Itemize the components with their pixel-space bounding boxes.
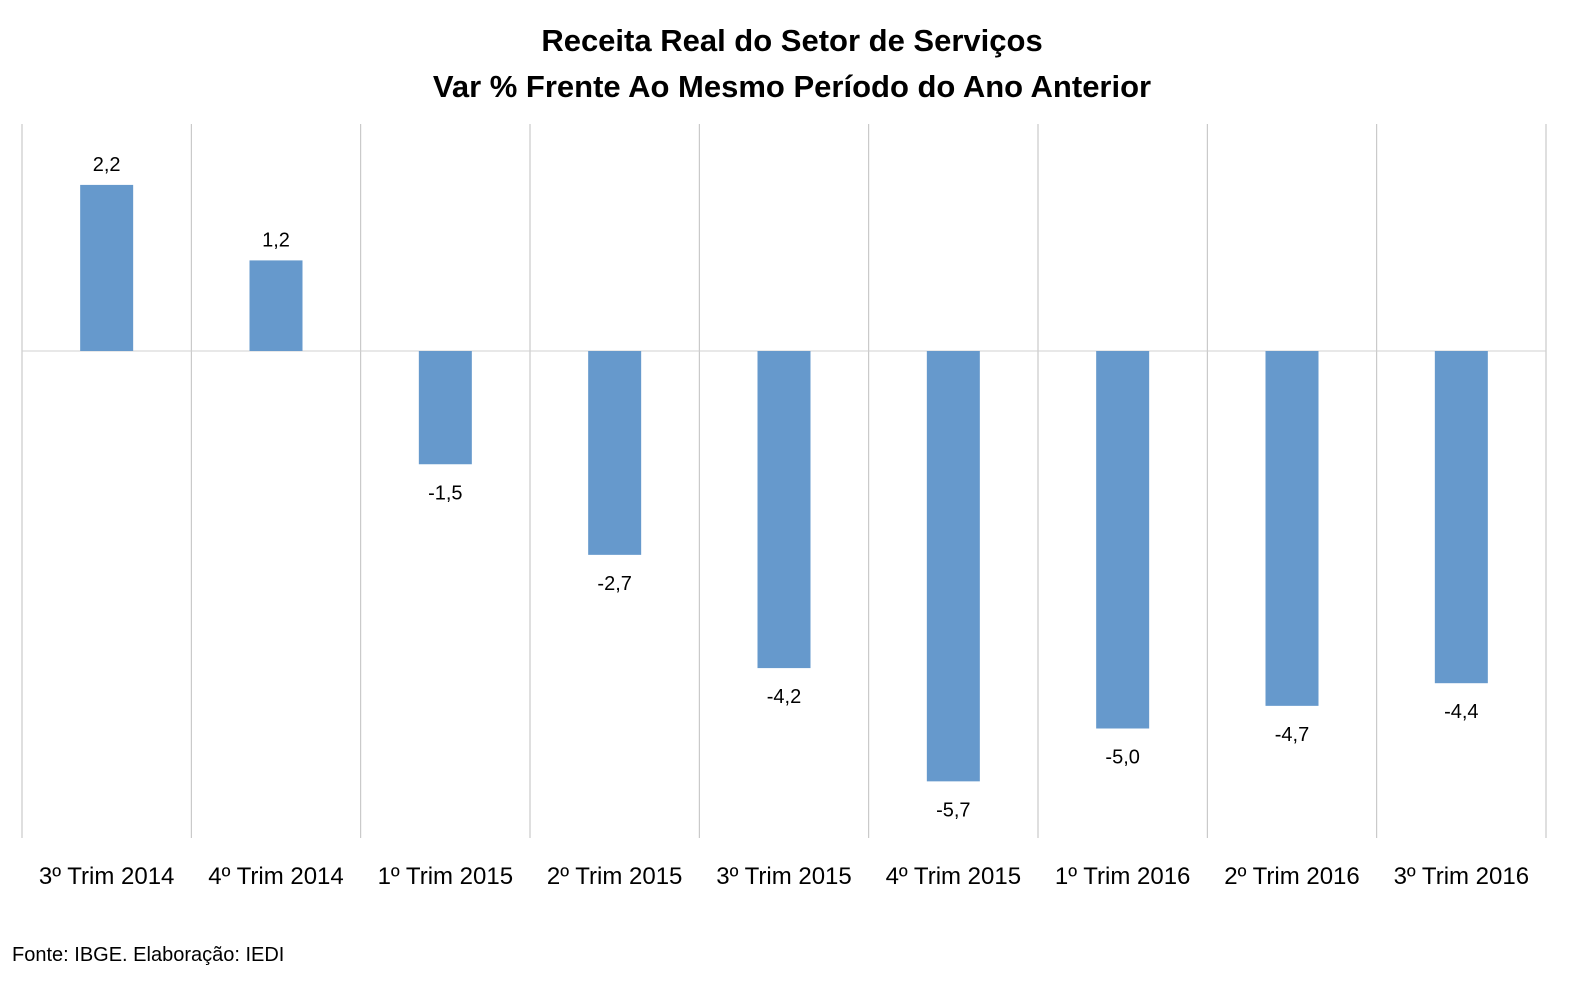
data-label-8: -4,4 [1444,701,1478,723]
bar-4 [757,351,811,669]
category-tick-labels: 3º Trim 2014 4º Trim 2014 1º Trim 2015 2º T… [39,863,1529,890]
data-label-3: -2,7 [597,573,631,595]
tick-label-6: 1º Trim 2016 [1055,863,1191,890]
data-label-7: -4,7 [1275,724,1309,746]
bar-6 [1096,351,1150,729]
data-labels: 2,2 1,2 -1,5 -2,7 -4,2 -5,7 -5,0 -4,7 -4,4 [93,154,1479,821]
data-label-0: 2,2 [93,154,121,176]
tick-label-7: 2º Trim 2016 [1224,863,1360,890]
chart-title-line-2: Var % Frente Ao Mesmo Período do Ano Ant… [432,69,1152,104]
data-label-1: 1,2 [262,229,290,251]
tick-label-0: 3º Trim 2014 [39,863,175,890]
bar-7 [1265,351,1319,706]
chart-title: Receita Real do Setor de Serviços Var % … [0,18,1584,110]
data-label-5: -5,7 [936,799,970,821]
tick-label-1: 4º Trim 2014 [208,863,344,890]
bar-5 [926,351,980,782]
bar-1 [249,260,303,351]
bar-8 [1434,351,1488,684]
bars [80,184,1488,782]
chart-title-line-1: Receita Real do Setor de Serviços [541,23,1043,58]
tick-label-5: 4º Trim 2015 [886,863,1022,890]
source-note: Fonte: IBGE. Elaboração: IEDI [12,944,285,966]
data-label-4: -4,2 [767,686,801,708]
data-label-2: -1,5 [428,482,462,504]
tick-label-4: 3º Trim 2015 [716,863,852,890]
bar-2 [418,351,472,465]
bar-0 [80,184,134,351]
tick-label-3: 2º Trim 2015 [547,863,683,890]
tick-label-8: 3º Trim 2016 [1394,863,1530,890]
bar-3 [588,351,642,555]
data-label-6: -5,0 [1105,747,1139,769]
tick-label-2: 1º Trim 2015 [378,863,514,890]
